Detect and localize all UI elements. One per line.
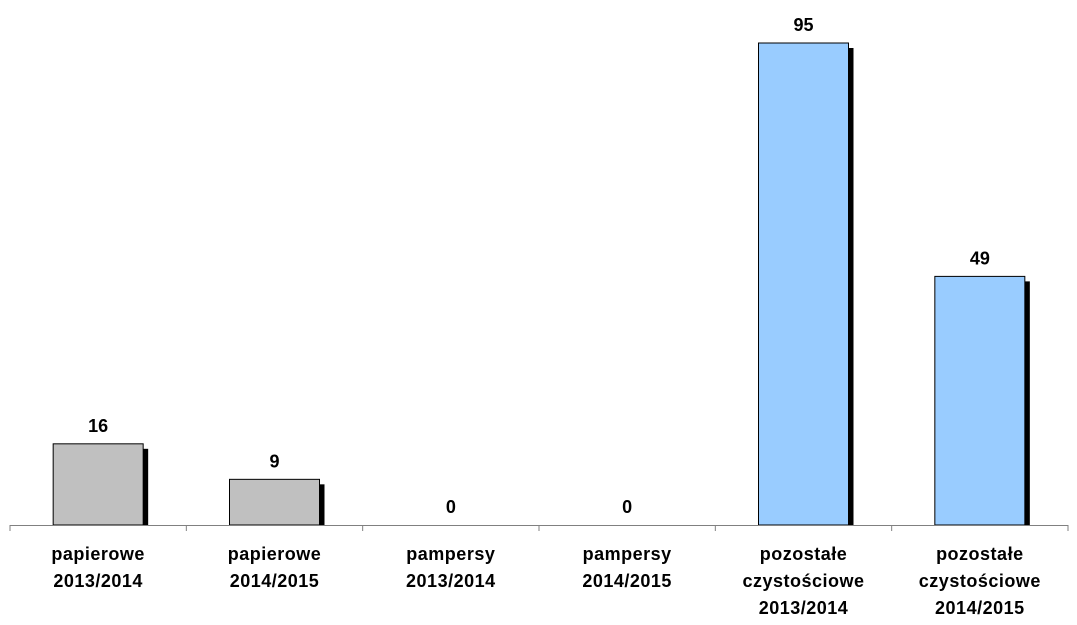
category-labels-layer: papierowe 2013/2014 papierowe 2014/2015 pamp… <box>51 544 1040 618</box>
category-label: pampersy 2013/2014 <box>406 544 496 591</box>
data-label: 16 <box>88 416 108 436</box>
data-label: 49 <box>970 248 990 268</box>
category-label: papierowe 2014/2015 <box>228 544 322 591</box>
data-label: 95 <box>793 15 813 35</box>
bar <box>759 43 849 525</box>
bar <box>53 444 143 525</box>
data-label: 0 <box>446 497 456 517</box>
data-label: 9 <box>269 451 279 471</box>
category-label: pozostałe czystościowe 2013/2014 <box>742 544 864 618</box>
category-label: pozostałe czystościowe 2014/2015 <box>919 544 1041 618</box>
category-label: pampersy 2014/2015 <box>582 544 672 591</box>
bar <box>935 276 1025 525</box>
category-label: papierowe 2013/2014 <box>51 544 145 591</box>
data-labels-layer: 16 9 0 0 95 49 <box>88 15 990 517</box>
data-label: 0 <box>622 497 632 517</box>
bar <box>230 479 320 525</box>
x-axis <box>10 525 1068 531</box>
bars-layer <box>53 43 1030 525</box>
